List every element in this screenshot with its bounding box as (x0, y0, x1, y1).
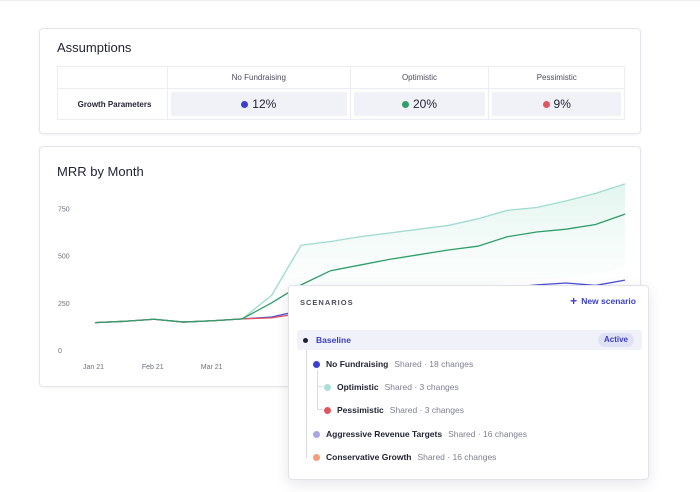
tree-line (306, 348, 307, 458)
scenario-row[interactable]: Conservative Growth Shared · 16 changes (313, 452, 496, 462)
column-header: Pessimistic (488, 66, 625, 89)
scenario-meta: Shared · 3 changes (384, 382, 459, 392)
scenario-row-baseline[interactable]: Baseline Active (297, 330, 642, 350)
scenarios-header: SCENARIOS (300, 298, 354, 307)
series-line-baseline (94, 213, 626, 324)
assumptions-title: Assumptions (57, 40, 132, 55)
y-tick-label: 500 (58, 254, 70, 261)
column-header: No Fundraising (167, 66, 351, 89)
column-header: Optimistic (349, 66, 490, 89)
scenario-meta: Shared · 16 changes (417, 452, 497, 462)
scenario-name: Conservative Growth (326, 452, 412, 462)
scenario-name: Optimistic (337, 382, 379, 392)
empty-header-cell (57, 66, 168, 89)
baseline-dot (303, 337, 308, 343)
y-tick-label: 0 (58, 348, 62, 355)
x-tick-label: Mar 21 (201, 364, 223, 371)
scenario-meta: Shared · 3 changes (389, 405, 464, 415)
scenario-meta: Shared · 16 changes (448, 429, 527, 439)
scenario-name: Baseline (316, 335, 351, 345)
value-cell[interactable]: 20% (349, 88, 490, 120)
tree-line (317, 386, 323, 387)
scenario-name: No Fundraising (326, 359, 389, 369)
y-tick-label: 750 (58, 206, 70, 213)
plus-icon: + (570, 294, 578, 308)
scenario-color-dot (313, 360, 320, 368)
growth-value: 9% (553, 97, 571, 111)
scenario-row[interactable]: Aggressive Revenue Targets Shared · 16 c… (313, 429, 527, 439)
top-divider (0, 0, 700, 1)
growth-value: 20% (412, 97, 438, 111)
scenario-color-dot (324, 406, 331, 414)
scenarios-panel: SCENARIOS + New scenario Baseline Active … (288, 285, 649, 480)
y-tick-label: 250 (58, 301, 70, 308)
tree-line (317, 409, 323, 410)
scenario-row[interactable]: No Fundraising Shared · 18 changes (313, 359, 473, 369)
x-tick-label: Feb 21 (142, 364, 164, 371)
active-badge: Active (597, 333, 634, 347)
assumptions-table: No Fundraising Optimistic Pessimistic Gr… (57, 66, 625, 120)
row-header: Growth Parameters (57, 88, 168, 120)
scenario-name: Pessimistic (337, 405, 384, 415)
scenario-color-dot (313, 453, 320, 461)
scenario-row[interactable]: Pessimistic Shared · 3 changes (324, 405, 464, 415)
scenario-row[interactable]: Optimistic Shared · 3 changes (324, 382, 459, 392)
scenario-meta: Shared · 18 changes (394, 359, 474, 369)
chart-title: MRR by Month (57, 164, 144, 179)
new-scenario-button[interactable]: + New scenario (570, 294, 636, 308)
value-cell[interactable]: 12% (167, 88, 351, 120)
tree-line (317, 370, 318, 410)
x-tick-label: Jan 21 (83, 364, 104, 371)
growth-value: 12% (252, 97, 277, 111)
scenario-name: Aggressive Revenue Targets (326, 429, 443, 439)
value-cell[interactable]: 9% (488, 88, 625, 120)
scenario-color-dot (241, 100, 249, 108)
scenario-color-dot (324, 383, 331, 391)
scenario-range-area (95, 183, 625, 334)
new-scenario-label: New scenario (581, 296, 636, 306)
scenario-color-dot (313, 430, 320, 438)
scenario-color-dot (401, 100, 409, 108)
scenario-color-dot (542, 100, 550, 108)
assumptions-card: Assumptions No Fundraising Optimistic Pe… (39, 28, 641, 134)
